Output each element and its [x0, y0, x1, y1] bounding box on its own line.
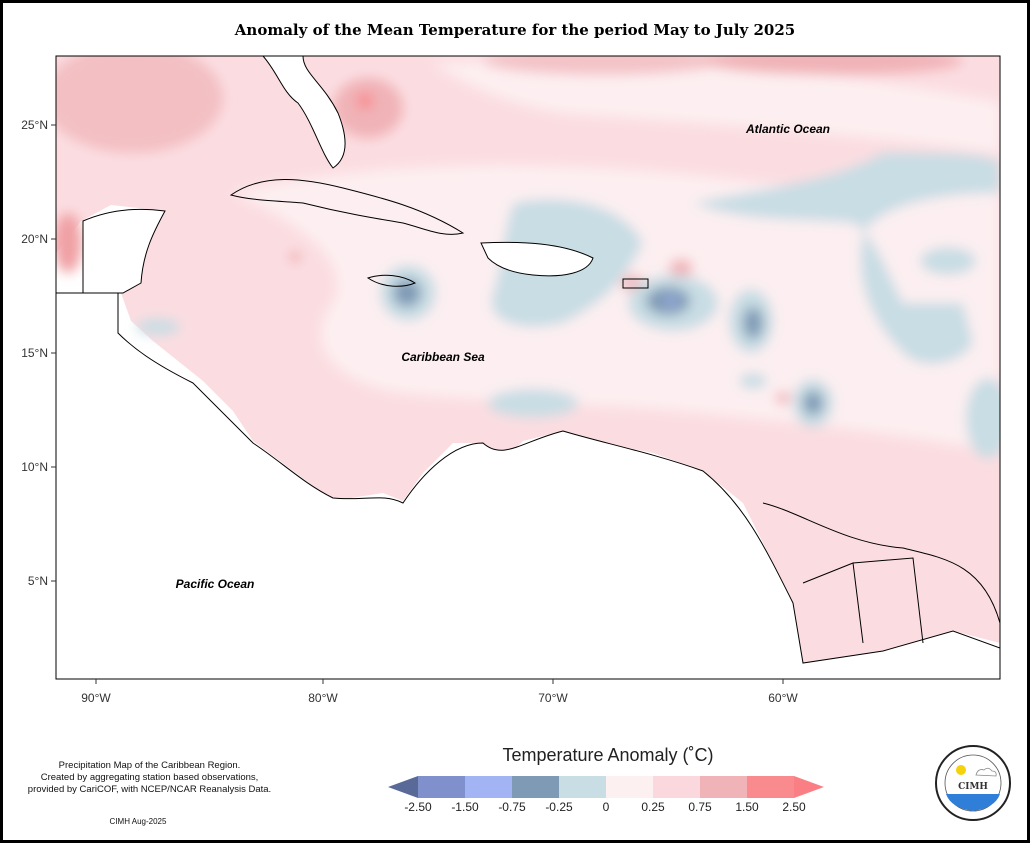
lon-label: 80°W	[308, 691, 338, 705]
map-title: Anomaly of the Mean Temperature for the …	[234, 21, 796, 39]
legend-swatch	[512, 776, 559, 798]
legend-label: 0	[603, 800, 610, 814]
atlantic-ocean-label: Atlantic Ocean	[745, 122, 830, 136]
sun-icon	[956, 765, 966, 775]
temperature-anomaly-map: Atlantic Ocean Caribbean Sea Pacific Oce…	[21, 55, 1001, 705]
lat-label: 5°N	[28, 574, 48, 588]
waves-icon	[946, 794, 1000, 811]
legend-label: -1.50	[451, 800, 479, 814]
legend-label: 0.75	[688, 800, 712, 814]
caribbean-sea-label: Caribbean Sea	[401, 350, 485, 364]
lat-label: 10°N	[21, 460, 48, 474]
plot-border	[55, 55, 1001, 680]
lat-axis	[51, 124, 56, 582]
footnote-line: Precipitation Map of the Caribbean Regio…	[58, 760, 241, 771]
legend-swatch	[700, 776, 747, 798]
lon-label: 70°W	[538, 691, 568, 705]
legend-label: -0.75	[498, 800, 526, 814]
anomaly-warm	[56, 56, 223, 153]
coastlines	[56, 56, 1000, 679]
legend-title: Temperature Anomaly (˚C)	[502, 745, 714, 765]
legend-label: 0.25	[641, 800, 665, 814]
legend-swatch	[465, 776, 512, 798]
cimh-logo: CIMH	[935, 745, 1011, 821]
legend-label: 1.50	[735, 800, 759, 814]
legend-extend-high	[794, 776, 824, 798]
logo-text: CIMH	[958, 782, 988, 792]
lon-axis	[95, 679, 784, 684]
legend-swatch	[606, 776, 653, 798]
lat-label: 15°N	[21, 346, 48, 360]
lat-label: 20°N	[21, 232, 48, 246]
legend-swatch	[418, 776, 465, 798]
legend-extend-low	[388, 776, 418, 798]
footnote-line: provided by CariCOF, with NCEP/NCAR Rean…	[27, 784, 272, 795]
footnote-line: Created by aggregating station based obs…	[40, 772, 259, 783]
lon-label: 90°W	[81, 691, 111, 705]
color-legend: -2.50 -1.50 -0.75 -0.25 0 0.25 0.75 1.50 2.50	[388, 776, 824, 814]
credit: CIMH Aug-2025	[109, 817, 167, 826]
legend-swatch	[747, 776, 794, 798]
legend-label: 2.50	[782, 800, 806, 814]
legend-label: -2.50	[404, 800, 432, 814]
pacific-ocean-label: Pacific Ocean	[176, 577, 255, 591]
footnote: Precipitation Map of the Caribbean Regio…	[7, 760, 292, 796]
ocean-labels: Atlantic Ocean Caribbean Sea Pacific Oce…	[176, 122, 830, 591]
lat-label: 25°N	[21, 118, 48, 132]
legend-swatch	[559, 776, 606, 798]
lon-label: 60°W	[768, 691, 798, 705]
cloud-icon	[975, 767, 997, 777]
legend-label: -0.25	[545, 800, 573, 814]
legend-swatch	[653, 776, 700, 798]
